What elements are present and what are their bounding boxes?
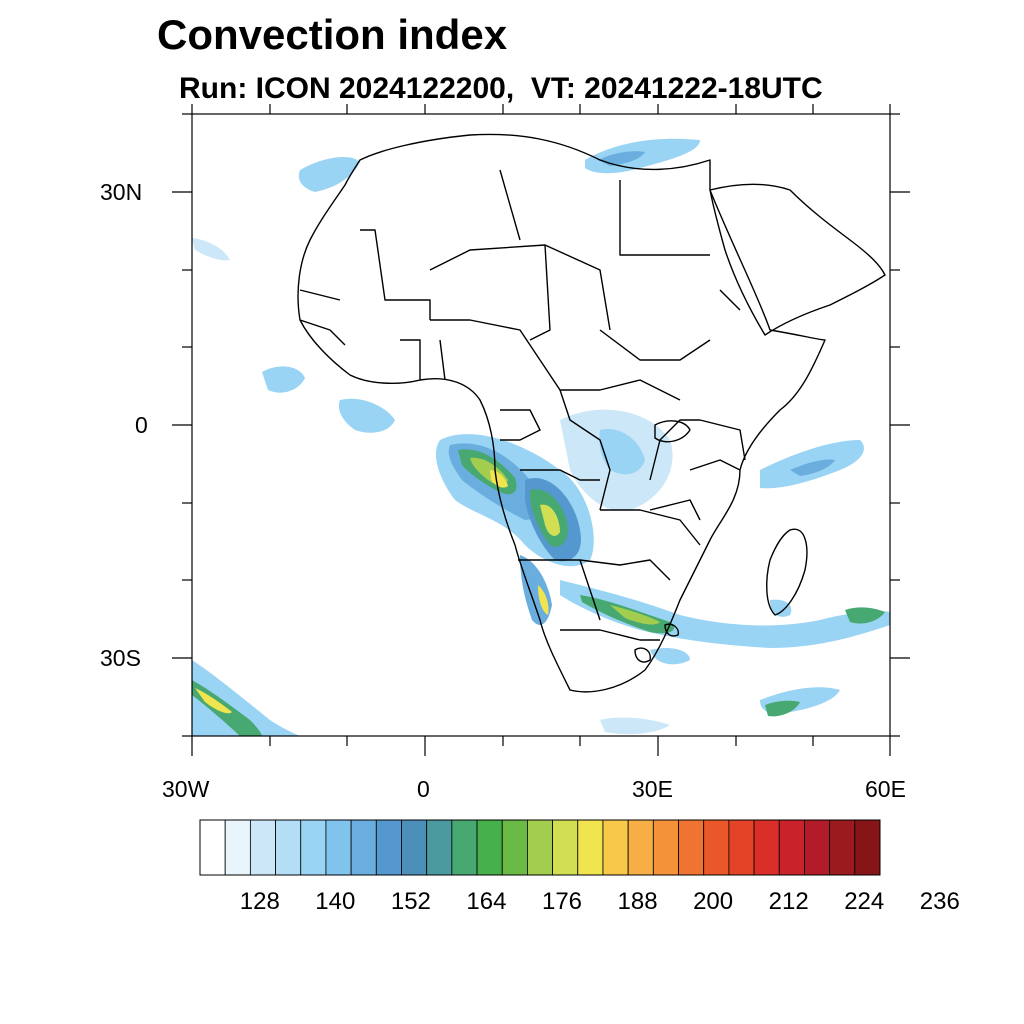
colorbar-swatch [753,819,780,876]
colorbar-swatch [728,819,755,876]
colorbar-swatch [652,819,679,876]
colorbar-swatch [401,819,428,876]
coastlines-and-borders [297,133,886,693]
colorbar-swatch [804,819,831,876]
tick-marks [172,104,910,756]
colorbar-swatch [552,819,579,876]
lat-label-30n: 30N [100,179,143,205]
colorbar-swatch [501,819,528,876]
chart-title: Convection index [157,11,508,58]
colorbar-swatch [224,819,251,876]
chart-subtitle: Run: ICON 2024122200, VT: 20241222-18UTC [179,72,823,105]
colorbar-swatch [778,819,805,876]
colorbar-swatch [854,819,881,876]
colorbar-swatch [249,819,276,876]
colorbar-swatch [829,819,856,876]
colorbar-swatch [199,819,226,876]
colorbar-swatch [426,819,453,876]
lon-label-30w: 30W [162,776,210,802]
lat-label-30s: 30S [100,645,141,671]
colorbar [199,819,881,876]
colorbar-swatch [627,819,654,876]
colorbar-swatch [300,819,327,876]
colorbar-swatch [577,819,604,876]
colorbar-swatch [527,819,553,876]
colorbar-swatch [375,819,402,876]
convection-field [192,138,890,736]
colorbar-swatch [350,819,377,876]
lon-label-60e: 60E [865,776,906,802]
lat-label-0: 0 [135,412,148,438]
colorbar-swatch [476,819,503,876]
colorbar-swatch [451,819,478,876]
lon-label-0: 0 [417,776,430,802]
colorbar-swatch [602,819,629,876]
lon-label-30e: 30E [632,776,673,802]
colorbar-swatch [275,819,302,876]
colorbar-swatch [325,819,352,876]
colorbar-frame [199,819,881,876]
colorbar-swatch [678,819,705,876]
colorbar-swatch [703,819,730,876]
